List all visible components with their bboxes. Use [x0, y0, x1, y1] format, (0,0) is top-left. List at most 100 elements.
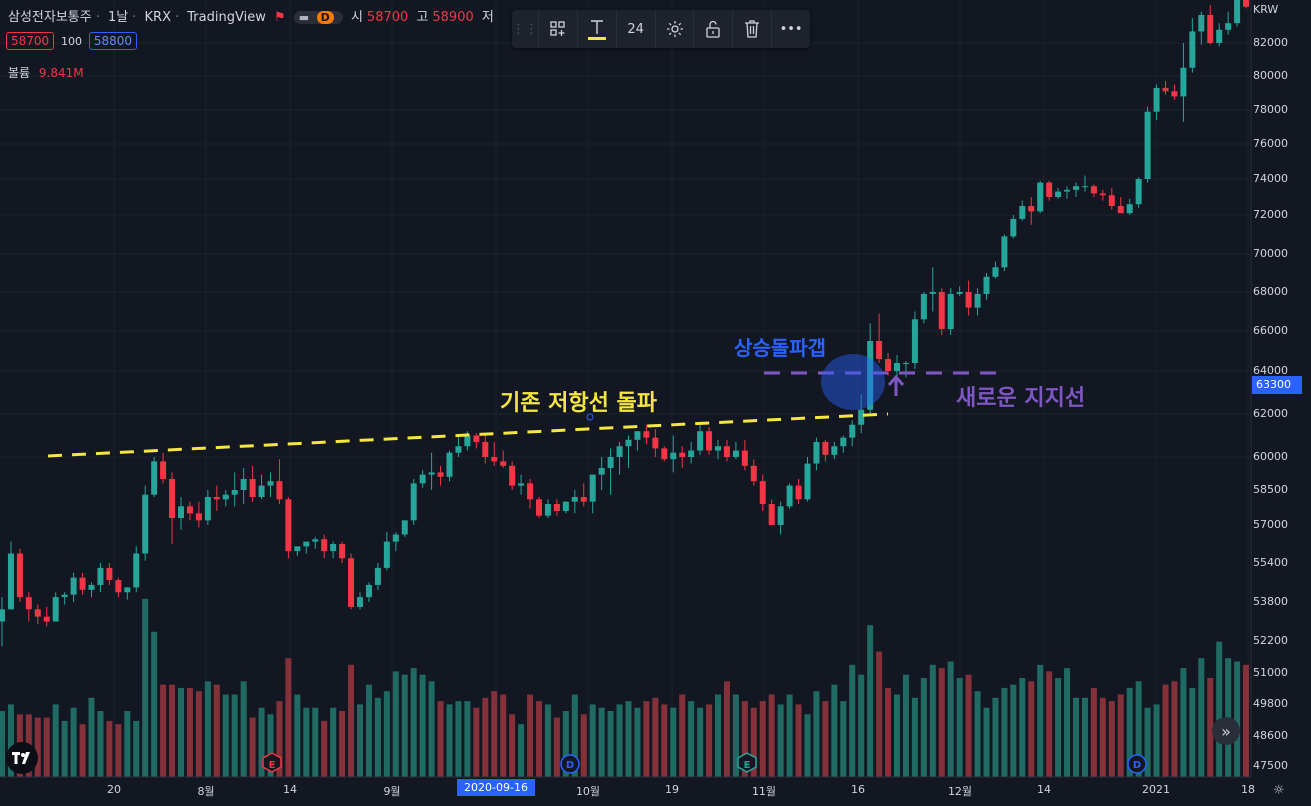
volume-bar	[491, 691, 498, 777]
volume-bar	[768, 694, 775, 777]
drag-handle-icon[interactable]: ⋮⋮	[512, 21, 538, 37]
candle	[473, 433, 480, 449]
candle	[25, 592, 32, 622]
volume-bar	[715, 694, 721, 777]
candle	[97, 563, 104, 593]
volume-bar	[339, 711, 346, 777]
settings-sun-icon[interactable]: ☼	[1273, 783, 1285, 798]
ask-box[interactable]: 58800	[88, 32, 138, 50]
volume-bar	[392, 671, 399, 777]
candle	[482, 435, 489, 464]
candle	[625, 435, 632, 468]
time-tick: 9월	[383, 785, 401, 798]
symbol-name[interactable]: 삼성전자보통주	[8, 10, 92, 25]
candle	[643, 424, 650, 445]
candle	[124, 587, 131, 600]
trash-icon[interactable]	[732, 10, 771, 48]
market-status-badge: D	[316, 11, 334, 24]
template-icon[interactable]	[538, 10, 577, 48]
price-tick: 52200	[1253, 634, 1288, 647]
event-marker-label: E	[744, 760, 751, 771]
volume-bar	[1207, 678, 1214, 777]
flag-icon[interactable]: ⚑	[273, 10, 286, 25]
candle	[679, 446, 686, 468]
time-tick: 12월	[947, 785, 973, 798]
volume-bar	[1234, 661, 1241, 777]
volume-bar	[195, 691, 202, 777]
volume-bar	[661, 704, 668, 777]
gear-icon[interactable]	[654, 10, 694, 48]
candle	[813, 437, 820, 471]
volume-bar	[321, 720, 328, 777]
time-tick: 16	[851, 783, 865, 796]
volume-bar	[831, 684, 838, 777]
volume-bar	[706, 704, 713, 777]
candle	[536, 497, 542, 518]
volume-bar	[1001, 687, 1008, 777]
candle	[267, 472, 274, 497]
font-size-button[interactable]: 24	[615, 10, 655, 48]
time-tick: 20	[107, 783, 121, 796]
unlock-icon[interactable]	[693, 10, 732, 48]
candle	[1126, 198, 1133, 215]
candle	[938, 288, 945, 335]
volume-bar	[348, 664, 355, 777]
spread: 100	[61, 35, 83, 48]
candle	[258, 474, 265, 500]
volume-bar	[213, 684, 220, 777]
candle	[1028, 197, 1035, 225]
candle	[169, 472, 176, 544]
bid-box[interactable]: 58700	[6, 32, 55, 50]
volume-bar	[947, 661, 954, 777]
candle	[795, 479, 802, 504]
candle	[1099, 189, 1106, 201]
low-label: 저	[481, 10, 494, 25]
volume-bar	[115, 724, 122, 777]
current-price-label: 63300	[1252, 376, 1302, 394]
volume-bar	[1216, 641, 1223, 777]
price-tick: 53800	[1253, 595, 1288, 608]
volume-bar	[571, 694, 578, 777]
candle	[186, 501, 193, 521]
volume-bar	[607, 711, 614, 777]
volume-bar	[509, 714, 516, 777]
volume-bar	[885, 687, 892, 777]
volume-bar	[652, 697, 659, 777]
text-color-icon[interactable]	[576, 10, 616, 48]
volume-bar	[482, 697, 489, 777]
volume-bar	[553, 717, 560, 777]
interval[interactable]: 1날	[108, 10, 129, 25]
volume-bar	[410, 668, 417, 777]
candle	[786, 483, 793, 509]
candle	[858, 394, 865, 434]
candle	[992, 261, 999, 279]
volume-bar	[446, 704, 453, 777]
volume-bar	[920, 678, 927, 777]
breakaway-gap-label: 상승돌파갭	[734, 336, 826, 360]
currency-label[interactable]: KRW	[1253, 3, 1279, 16]
volume-bar	[1117, 694, 1124, 777]
candle	[16, 548, 23, 602]
candle	[276, 459, 283, 504]
candle	[61, 592, 68, 605]
tradingview-logo[interactable]	[6, 742, 38, 774]
price-tick: 78000	[1253, 103, 1288, 116]
volume-bar	[625, 701, 632, 777]
market-status[interactable]: ▬ D	[293, 11, 343, 24]
more-icon[interactable]: •••	[771, 10, 810, 48]
candle	[571, 490, 578, 514]
volume-bar	[679, 694, 686, 777]
volume-bar	[383, 691, 390, 777]
candle	[1243, 0, 1250, 9]
scroll-to-realtime-icon[interactable]: »	[1212, 717, 1240, 745]
volume-bar	[750, 707, 757, 777]
time-tick: 14	[1037, 783, 1051, 796]
volume-bar	[840, 701, 847, 777]
candle	[741, 439, 748, 471]
candle	[634, 431, 641, 451]
candle	[1037, 180, 1044, 214]
candle	[777, 501, 784, 535]
candle	[876, 313, 883, 363]
